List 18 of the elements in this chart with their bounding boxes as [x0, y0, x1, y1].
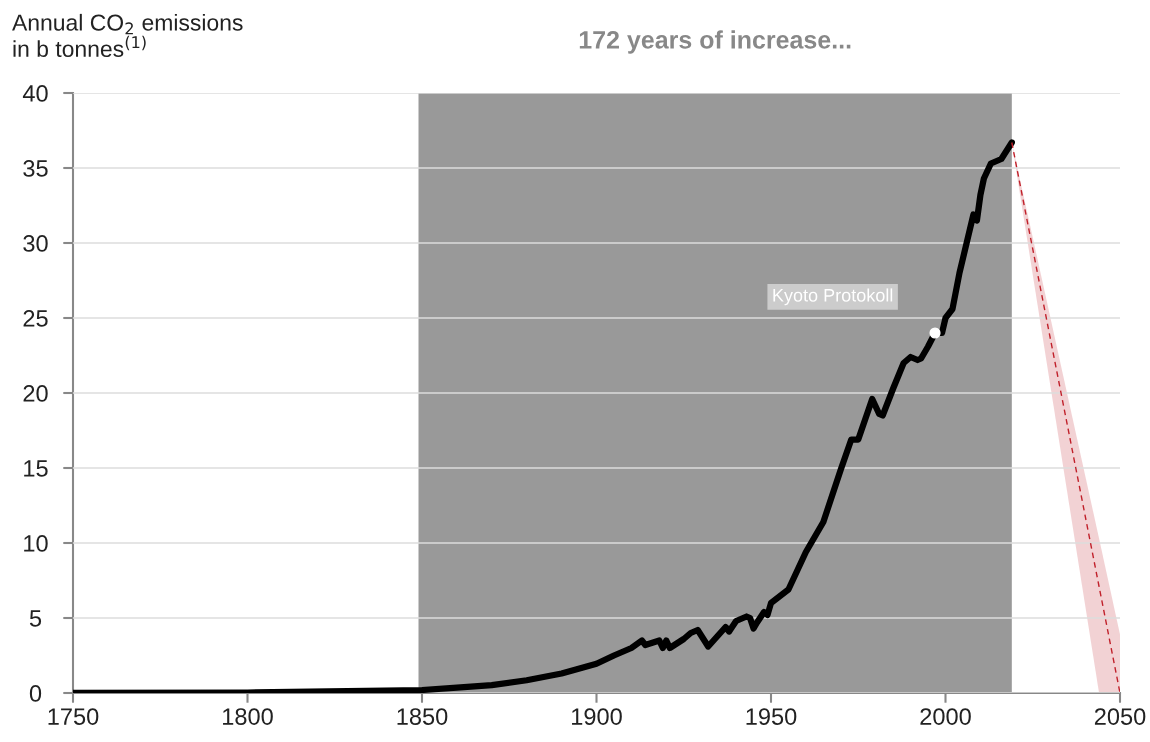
y-tick-label: 35 [23, 160, 48, 177]
x-tick-label: 2050 [1094, 708, 1146, 725]
y-axis-title: Annual CO$_{2}$ emissions in b tonnes$^{(1)}$ [12, 13, 243, 58]
y-tick-label: 20 [23, 385, 48, 402]
y-tick-label: 5 [29, 610, 42, 627]
x-tick-label: 1800 [223, 708, 273, 725]
y-tick-label: 10 [24, 535, 48, 552]
y-tick-label: 0 [29, 685, 42, 702]
x-tick-label: 1950 [746, 708, 797, 725]
y-tick-label: 40 [22, 85, 48, 102]
y-tick-label: 15 [24, 460, 48, 477]
y-tick-label: 30 [23, 235, 48, 252]
band-label: 172 years of increase... [579, 30, 851, 54]
x-tick-label: 1850 [397, 708, 448, 725]
x-tick-label: 1750 [48, 708, 99, 725]
x-tick-label: 1900 [572, 708, 622, 725]
y-tick-label: 25 [23, 310, 48, 327]
x-tick-label: 2000 [920, 708, 971, 725]
